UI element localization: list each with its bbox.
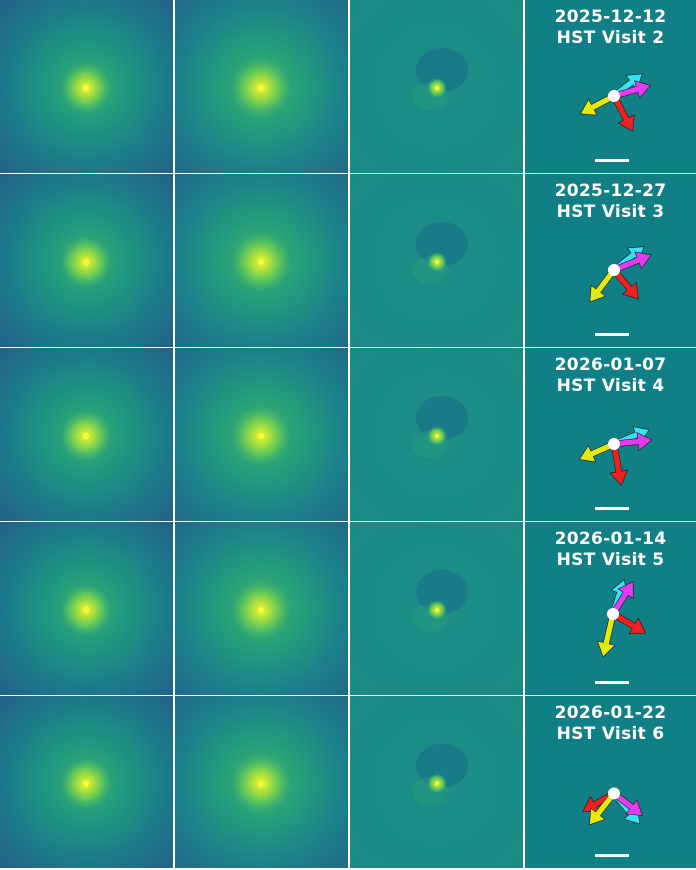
raw-image-visit-6 bbox=[0, 696, 173, 868]
direction-arrow-red-icon bbox=[611, 267, 639, 300]
model-image-visit-5 bbox=[175, 522, 348, 695]
info-panel-visit-6: 2026-01-22 HST Visit 6 bbox=[525, 696, 696, 868]
direction-arrow-magenta-icon bbox=[612, 80, 652, 100]
direction-arrow-yellow-icon bbox=[589, 791, 617, 826]
raw-image-visit-5 bbox=[0, 522, 173, 695]
model-image-visit-4 bbox=[175, 348, 348, 521]
direction-arrow-yellow-icon bbox=[597, 612, 617, 658]
direction-arrow-cyan-icon bbox=[612, 426, 650, 448]
scale-bar-icon bbox=[595, 159, 629, 162]
direction-arrow-red-icon bbox=[611, 610, 647, 635]
scale-bar-icon bbox=[595, 333, 629, 336]
model-image-visit-6 bbox=[175, 696, 348, 868]
visit-label: HST Visit 6 bbox=[556, 724, 665, 744]
direction-arrow-magenta-icon bbox=[611, 790, 643, 816]
info-panel-visit-2: 2025-12-12 HST Visit 2 bbox=[525, 0, 696, 173]
scale-bar-icon bbox=[595, 854, 629, 858]
raw-image-visit-3 bbox=[0, 174, 173, 347]
model-image-visit-2 bbox=[175, 0, 348, 173]
observation-date: 2026-01-07 bbox=[554, 355, 667, 375]
nucleus-marker-icon bbox=[608, 787, 620, 800]
visit-label: HST Visit 3 bbox=[556, 202, 665, 222]
info-panel-visit-4: 2026-01-07 HST Visit 4 bbox=[525, 348, 696, 521]
nucleus-marker-icon bbox=[608, 90, 620, 102]
direction-arrow-yellow-icon bbox=[578, 440, 616, 463]
direction-arrow-cyan-icon bbox=[611, 791, 641, 825]
residual-image-visit-5 bbox=[350, 522, 523, 695]
visit-label: HST Visit 4 bbox=[556, 376, 665, 396]
residual-image-visit-4 bbox=[350, 348, 523, 521]
info-panel-visit-3: 2025-12-27 HST Visit 3 bbox=[525, 174, 696, 347]
direction-arrow-yellow-icon bbox=[589, 267, 617, 303]
residual-image-visit-6 bbox=[350, 696, 523, 868]
direction-arrow-red-icon bbox=[610, 94, 635, 132]
observation-date: 2025-12-27 bbox=[554, 181, 667, 201]
visit-label: HST Visit 5 bbox=[556, 550, 665, 570]
scale-bar-icon bbox=[595, 681, 629, 684]
direction-arrow-cyan-icon bbox=[609, 579, 629, 616]
direction-arrow-cyan-icon bbox=[611, 73, 643, 99]
direction-arrow-red-icon bbox=[582, 790, 616, 813]
direction-arrow-cyan-icon bbox=[611, 246, 645, 273]
nucleus-marker-icon bbox=[608, 264, 620, 276]
model-image-visit-3 bbox=[175, 174, 348, 347]
nucleus-marker-icon bbox=[608, 438, 620, 450]
scale-bar-icon bbox=[595, 507, 629, 510]
observation-date: 2026-01-22 bbox=[554, 703, 667, 723]
visit-label: HST Visit 2 bbox=[556, 28, 665, 48]
info-panel-visit-5: 2026-01-14 HST Visit 5 bbox=[525, 522, 696, 695]
nucleus-marker-icon bbox=[607, 608, 619, 620]
direction-arrow-magenta-icon bbox=[613, 432, 653, 452]
direction-arrow-red-icon bbox=[609, 443, 629, 486]
direction-arrow-magenta-icon bbox=[610, 581, 634, 617]
direction-arrow-yellow-icon bbox=[579, 92, 616, 116]
residual-image-visit-3 bbox=[350, 174, 523, 347]
observation-date: 2026-01-14 bbox=[554, 529, 667, 549]
raw-image-visit-4 bbox=[0, 348, 173, 521]
residual-image-visit-2 bbox=[350, 0, 523, 173]
observation-date: 2025-12-12 bbox=[554, 7, 667, 27]
direction-arrow-magenta-icon bbox=[612, 251, 652, 274]
raw-image-visit-2 bbox=[0, 0, 173, 173]
